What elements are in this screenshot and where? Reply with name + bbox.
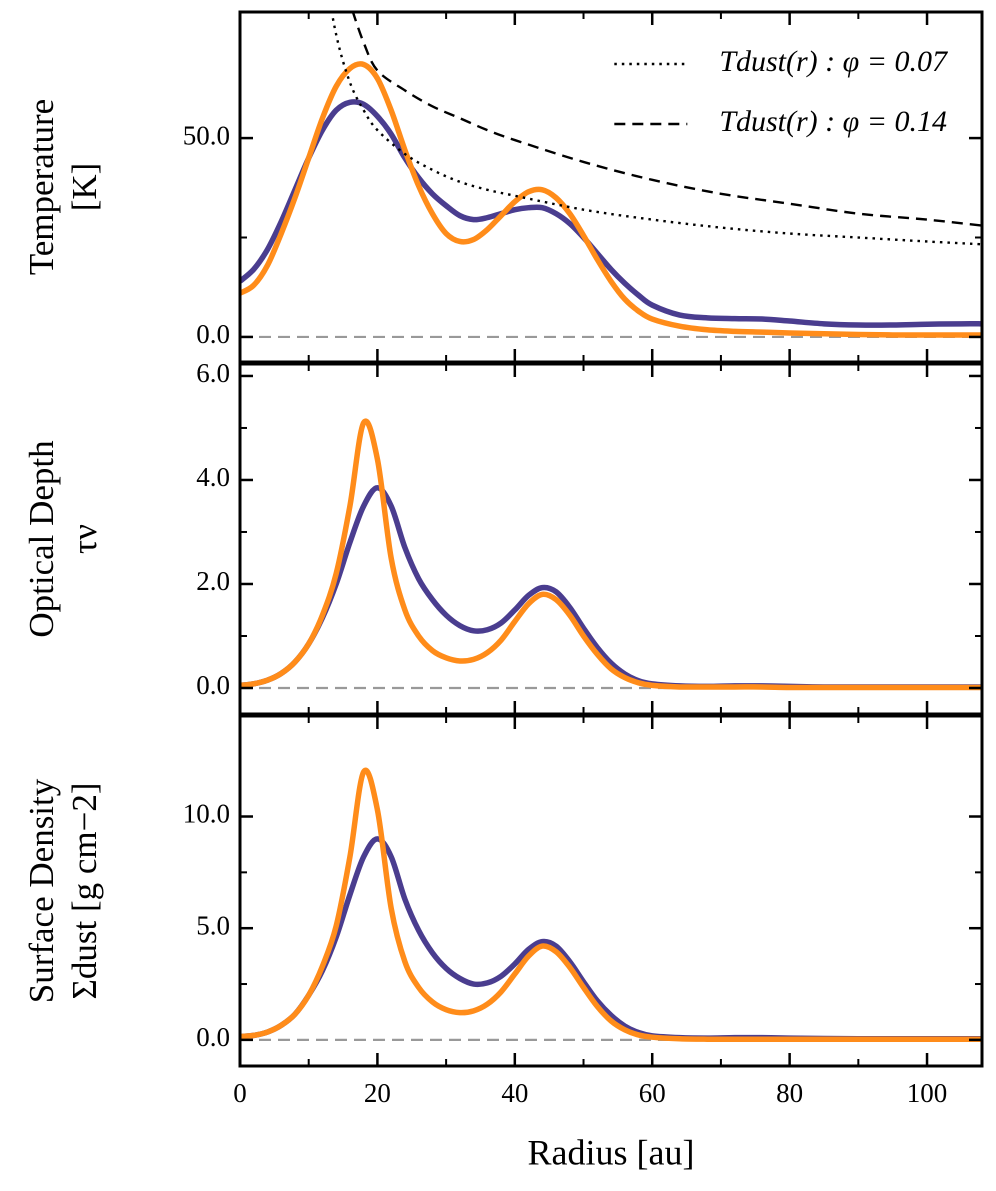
x-tick-label: 20 (364, 1078, 391, 1108)
series-line (330, 12, 982, 246)
series-line (240, 485, 982, 690)
series-line (240, 61, 982, 338)
y-tick-label: 5.0 (196, 910, 230, 940)
panel: 0.0 50.0 Temperature [K] Tdust(r) : φ = 0.07… (22, 10, 984, 364)
y-axis-label: Σdust [g cm−2] (65, 782, 104, 999)
legend-label: Tdust(r) : φ = 0.07 (719, 45, 949, 78)
y-tick-label: 0.0 (196, 1022, 230, 1052)
x-tick-label: 40 (501, 1078, 528, 1108)
series-group (240, 767, 982, 1042)
y-axis-label: Optical Depth (22, 440, 61, 638)
series-group (240, 418, 982, 691)
series-line (240, 418, 982, 691)
series-line (351, 12, 982, 227)
series-line (240, 767, 982, 1042)
legend-label: Tdust(r) : φ = 0.14 (719, 105, 947, 138)
frame (238, 10, 984, 364)
y-tick-label: 0.0 (196, 319, 230, 349)
frame (238, 362, 984, 716)
y-tick-label: 50.0 (183, 120, 230, 150)
panel: 0.0 2.0 4.0 6.0 Optical Depth τν (22, 358, 984, 716)
y-axis-label: [K] (65, 163, 104, 212)
frame (238, 714, 984, 1068)
y-axis-label: τν (65, 524, 104, 554)
y-axis-label: Temperature (22, 99, 61, 275)
panel: 0 20 40 60 80 100 0.0 5.0 10.0 Surface Density Σdu… (22, 714, 984, 1172)
y-tick-label: 4.0 (196, 462, 230, 492)
x-axis-label: Radius [au] (528, 1132, 695, 1172)
series-group (240, 12, 982, 338)
y-tick-label: 10.0 (183, 799, 230, 829)
series-line (240, 99, 982, 328)
x-tick-label: 60 (639, 1078, 666, 1108)
x-tick-label: 80 (776, 1078, 803, 1108)
y-axis-label: Surface Density (22, 778, 61, 1003)
y-tick-label: 6.0 (196, 358, 230, 388)
y-tick-label: 2.0 (196, 566, 230, 596)
y-tick-label: 0.0 (196, 670, 230, 700)
x-tick-label: 100 (907, 1078, 948, 1108)
series-line (240, 836, 982, 1042)
x-tick-label: 0 (233, 1078, 247, 1108)
